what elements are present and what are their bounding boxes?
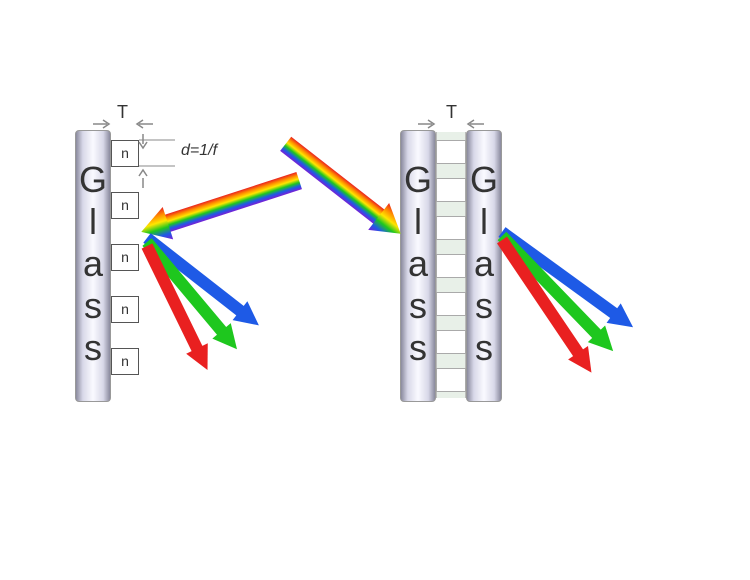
rays-out-right — [400, 120, 700, 420]
right-diagram: T Glass Glass — [400, 120, 700, 420]
